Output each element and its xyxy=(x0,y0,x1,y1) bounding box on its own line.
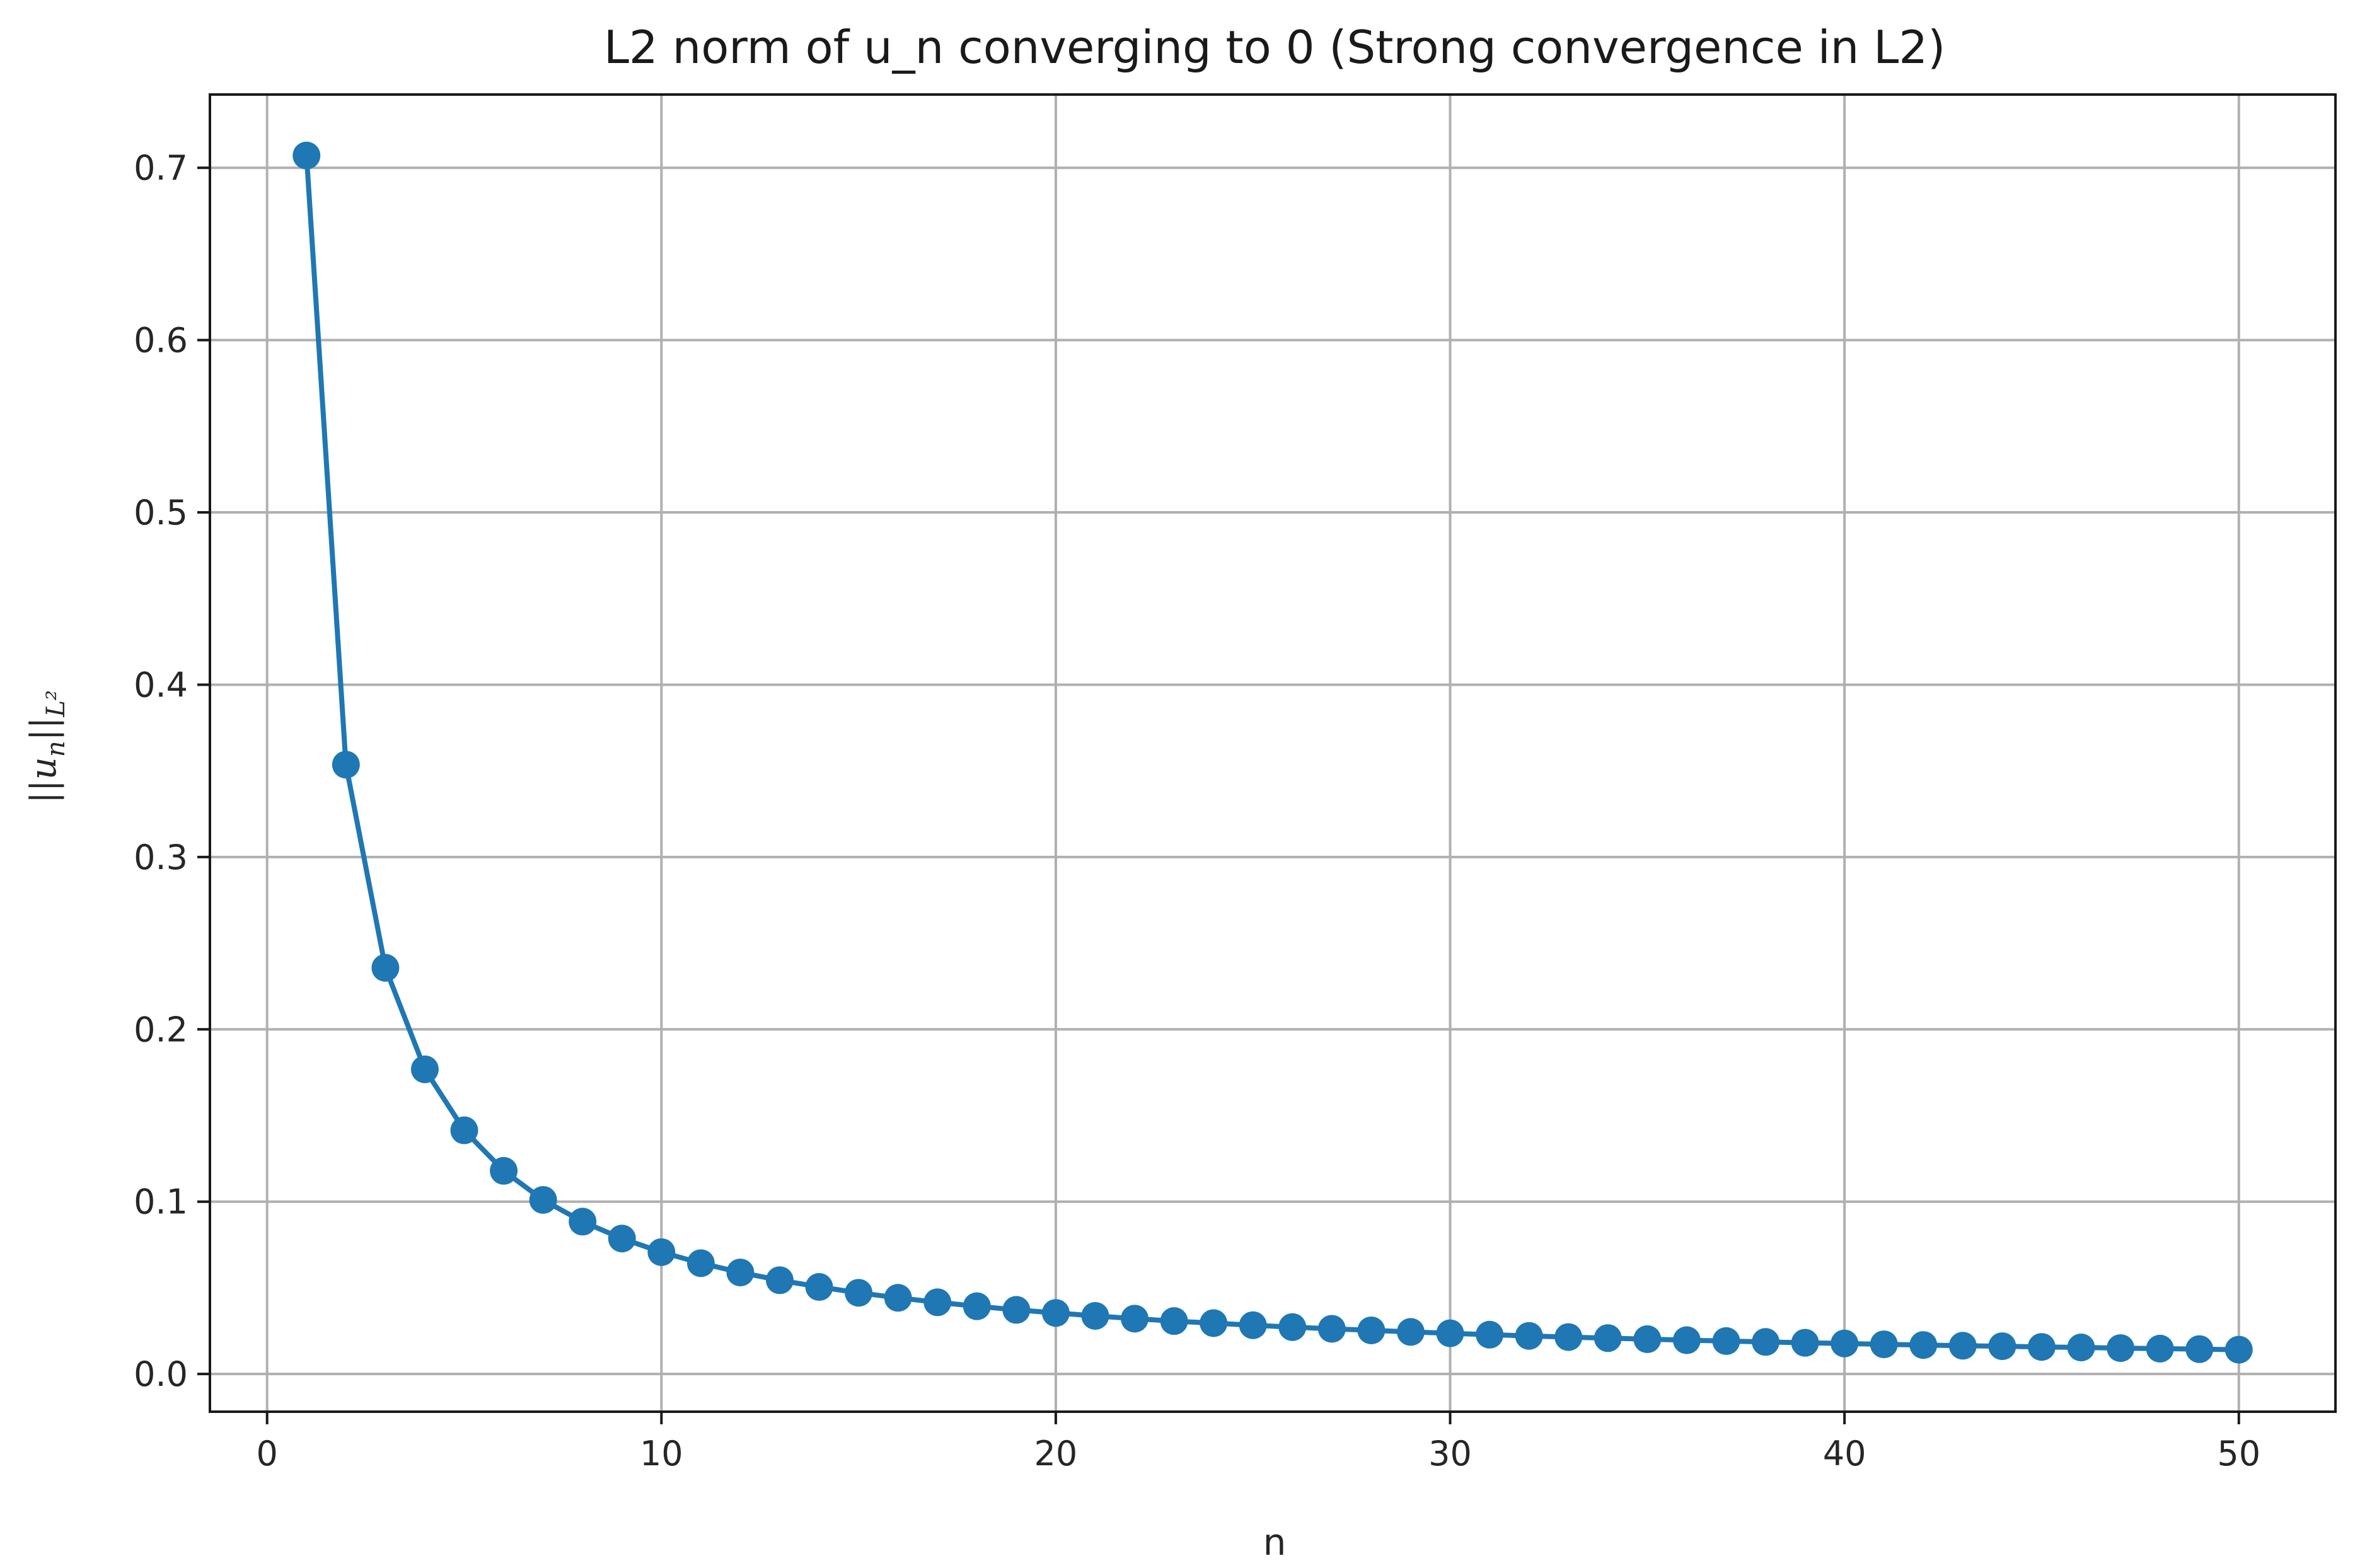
y-axis-title-prefix: || xyxy=(23,780,64,804)
y-axis-title: ||un||L² xyxy=(23,690,71,804)
y-tick-label: 0.5 xyxy=(134,493,188,533)
y-axis-title-suffix: || xyxy=(23,717,64,741)
data-point xyxy=(1357,1316,1386,1344)
data-point xyxy=(1672,1326,1701,1354)
data-point xyxy=(1081,1301,1109,1330)
data-point xyxy=(2107,1334,2135,1363)
y-axis-title-norm-sub: L² xyxy=(42,690,71,718)
data-point xyxy=(2027,1333,2056,1361)
data-point xyxy=(647,1238,676,1266)
data-point xyxy=(1002,1296,1031,1324)
data-point xyxy=(1476,1320,1504,1349)
svg-text:||un||L²: ||un||L² xyxy=(23,690,71,804)
y-axis-title-var-sub: n xyxy=(42,741,71,757)
y-tick-label: 0.7 xyxy=(134,148,188,188)
data-point xyxy=(1515,1322,1543,1350)
data-point xyxy=(765,1266,794,1294)
y-axis-title-var: u xyxy=(23,757,64,780)
data-point xyxy=(726,1259,755,1287)
data-point xyxy=(1041,1299,1070,1327)
data-point xyxy=(923,1288,952,1317)
data-point xyxy=(2225,1335,2253,1364)
data-point xyxy=(371,954,400,982)
data-point xyxy=(1200,1309,1228,1337)
series-line-group xyxy=(304,155,2239,1352)
plot-area-frame xyxy=(209,93,2337,1413)
data-point xyxy=(1121,1305,1149,1333)
data-point xyxy=(410,1055,439,1083)
y-tick-label: 0.3 xyxy=(134,838,188,877)
data-point xyxy=(332,751,360,779)
data-point xyxy=(1317,1315,1346,1343)
data-point xyxy=(1239,1311,1267,1339)
data-point xyxy=(1633,1325,1662,1353)
data-point xyxy=(2067,1334,2095,1362)
x-tick-label: 30 xyxy=(1428,1434,1472,1473)
data-point xyxy=(529,1185,557,1214)
x-tick-label: 50 xyxy=(2217,1434,2260,1473)
data-point xyxy=(1436,1319,1464,1347)
data-point xyxy=(1831,1329,1859,1358)
x-tick-label: 20 xyxy=(1034,1434,1078,1473)
data-point xyxy=(450,1116,478,1144)
series-line xyxy=(304,155,2239,1352)
data-point xyxy=(1396,1318,1425,1346)
y-tick-label: 0.1 xyxy=(134,1182,188,1222)
data-point xyxy=(1594,1324,1622,1352)
x-tick-label: 0 xyxy=(257,1434,278,1473)
data-point xyxy=(2146,1334,2174,1363)
data-point xyxy=(1752,1328,1780,1356)
y-tick-label: 0.6 xyxy=(134,321,188,360)
data-point xyxy=(1278,1313,1307,1341)
data-point xyxy=(963,1292,991,1320)
axis-ticks: 0 10 20 30 40 50 0.0 0.1 0.2 0.3 0.4 0.5 0.6 0.7 xyxy=(134,148,2260,1473)
y-tick-label: 0.0 xyxy=(134,1354,188,1394)
data-point xyxy=(845,1279,873,1307)
data-point xyxy=(686,1249,715,1277)
data-point xyxy=(1909,1331,1938,1359)
data-point xyxy=(292,141,321,170)
y-tick-label: 0.4 xyxy=(134,665,188,705)
chart-title: L2 norm of u_n converging to 0 (Strong c… xyxy=(604,21,1945,74)
data-point xyxy=(1712,1327,1740,1355)
data-point xyxy=(1870,1330,1898,1359)
data-point xyxy=(1948,1332,1977,1360)
x-tick-label: 10 xyxy=(640,1434,683,1473)
data-point xyxy=(1988,1332,2017,1361)
x-tick-label: 40 xyxy=(1823,1434,1866,1473)
data-point xyxy=(884,1284,912,1312)
data-point xyxy=(1791,1329,1819,1357)
data-point xyxy=(2185,1335,2214,1363)
y-tick-label: 0.2 xyxy=(134,1010,188,1049)
grid-lines xyxy=(210,95,2335,1412)
data-point xyxy=(569,1208,597,1236)
data-point xyxy=(608,1225,636,1253)
data-point xyxy=(490,1156,518,1185)
data-points xyxy=(292,141,2253,1364)
x-axis-title: n xyxy=(1263,1521,1287,1564)
data-point xyxy=(1554,1323,1583,1351)
data-point xyxy=(805,1273,833,1301)
data-point xyxy=(1160,1307,1188,1335)
